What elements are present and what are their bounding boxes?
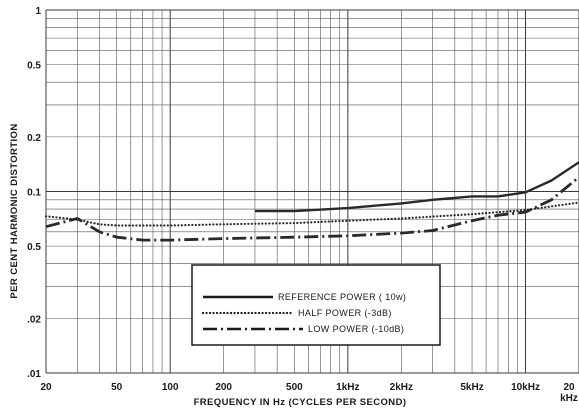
x-tick-label: 500 xyxy=(286,382,303,393)
x-tick-label: 1kHz xyxy=(336,382,359,393)
y-tick-labels: 1 0.5 0.2 0.1 0.5 .02 .01 xyxy=(27,6,41,380)
x-tick-label: 2kHz xyxy=(390,382,413,393)
y-tick-label: .02 xyxy=(27,314,41,325)
y-tick-label: 0.5 xyxy=(27,242,41,253)
y-tick-label: 0.5 xyxy=(27,61,41,72)
x-tick-sublabel: kHz xyxy=(560,393,578,404)
y-tick-label: .01 xyxy=(27,369,41,380)
y-tick-label: 1 xyxy=(35,6,41,17)
x-tick-label: 5kHz xyxy=(460,382,483,393)
legend-label-half: HALF POWER (-3dB) xyxy=(298,308,392,318)
series-line-1 xyxy=(44,201,579,227)
x-tick-label: 10kHz xyxy=(511,382,540,393)
y-axis-title: PER CENT HARMONIC DISTORTION xyxy=(9,123,20,298)
x-tick-label: 50 xyxy=(111,382,123,393)
x-axis-title: FREQUENCY IN Hz (CYCLES PER SECOND) xyxy=(194,397,407,408)
x-tick-label: 20 xyxy=(40,382,52,393)
series-line-2 xyxy=(45,176,579,242)
series-line-0 xyxy=(255,161,579,213)
y-tick-label: 0.1 xyxy=(27,188,41,199)
legend-label-low: LOW POWER (-10dB) xyxy=(308,324,404,334)
legend: REFERENCE POWER ( 10w) HALF POWER (-3dB)… xyxy=(191,264,441,346)
legend-box xyxy=(191,264,441,346)
x-tick-label: 100 xyxy=(162,382,179,393)
y-tick-label: 0.2 xyxy=(27,133,41,144)
x-tick-label: 20 xyxy=(563,382,575,393)
legend-label-reference: REFERENCE POWER ( 10w) xyxy=(278,292,406,302)
x-tick-label: 200 xyxy=(215,382,232,393)
series-lines xyxy=(44,161,579,242)
